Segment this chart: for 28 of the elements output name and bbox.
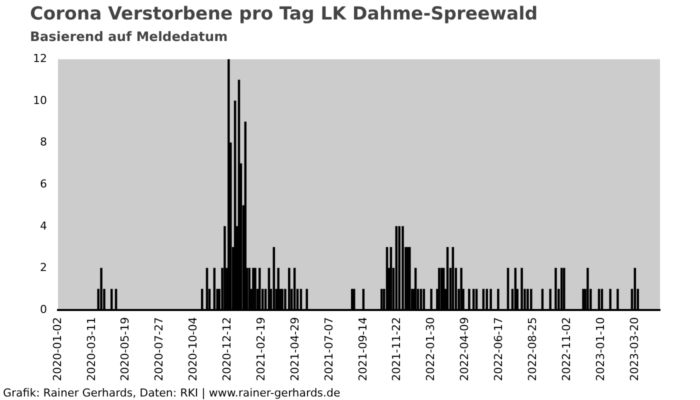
y-tick-label: 4 <box>40 219 47 232</box>
y-tick-label: 0 <box>40 302 47 316</box>
x-tick-label: 2023-03-20 <box>628 317 641 382</box>
x-tick-label: 2020-12-12 <box>220 317 234 382</box>
y-tick-label: 6 <box>40 177 47 190</box>
x-tick-label: 2020-07-27 <box>152 317 166 382</box>
chart-subtitle: Basierend auf Meldedatum <box>30 30 228 45</box>
x-tick-label: 2021-11-22 <box>390 317 404 382</box>
y-tick-label: 10 <box>32 94 47 107</box>
x-tick-label: 2020-10-04 <box>186 317 200 382</box>
x-tick-label: 2022-06-17 <box>492 317 506 382</box>
chart-title: Corona Verstorbene pro Tag LK Dahme-Spreewald <box>30 3 538 24</box>
x-tick-label: 2023-01-10 <box>594 317 607 382</box>
x-tick-label: 2021-02-19 <box>254 317 268 382</box>
x-tick-label: 2021-09-14 <box>356 317 370 382</box>
y-tick-label: 12 <box>32 52 47 66</box>
x-tick-label: 2020-03-11 <box>84 317 98 382</box>
text: Grafik: Rainer Gerhards, Daten: RKI | www.rainer-gerhards.de <box>3 386 341 400</box>
x-tick-label: 2022-11-02 <box>560 317 573 382</box>
x-tick-label: 2020-05-19 <box>118 317 132 382</box>
x-tick-label: 2020-01-02 <box>50 317 64 382</box>
x-tick-label: 2022-01-30 <box>424 317 438 382</box>
x-tick-label: 2021-04-29 <box>288 317 302 382</box>
x-tick-label: 2022-08-25 <box>526 317 539 382</box>
y-tick-label: 8 <box>40 136 47 149</box>
y-tick-label: 2 <box>40 261 47 274</box>
x-tick-label: 2022-04-09 <box>458 317 472 382</box>
x-tick-label: 2021-07-07 <box>322 317 336 382</box>
